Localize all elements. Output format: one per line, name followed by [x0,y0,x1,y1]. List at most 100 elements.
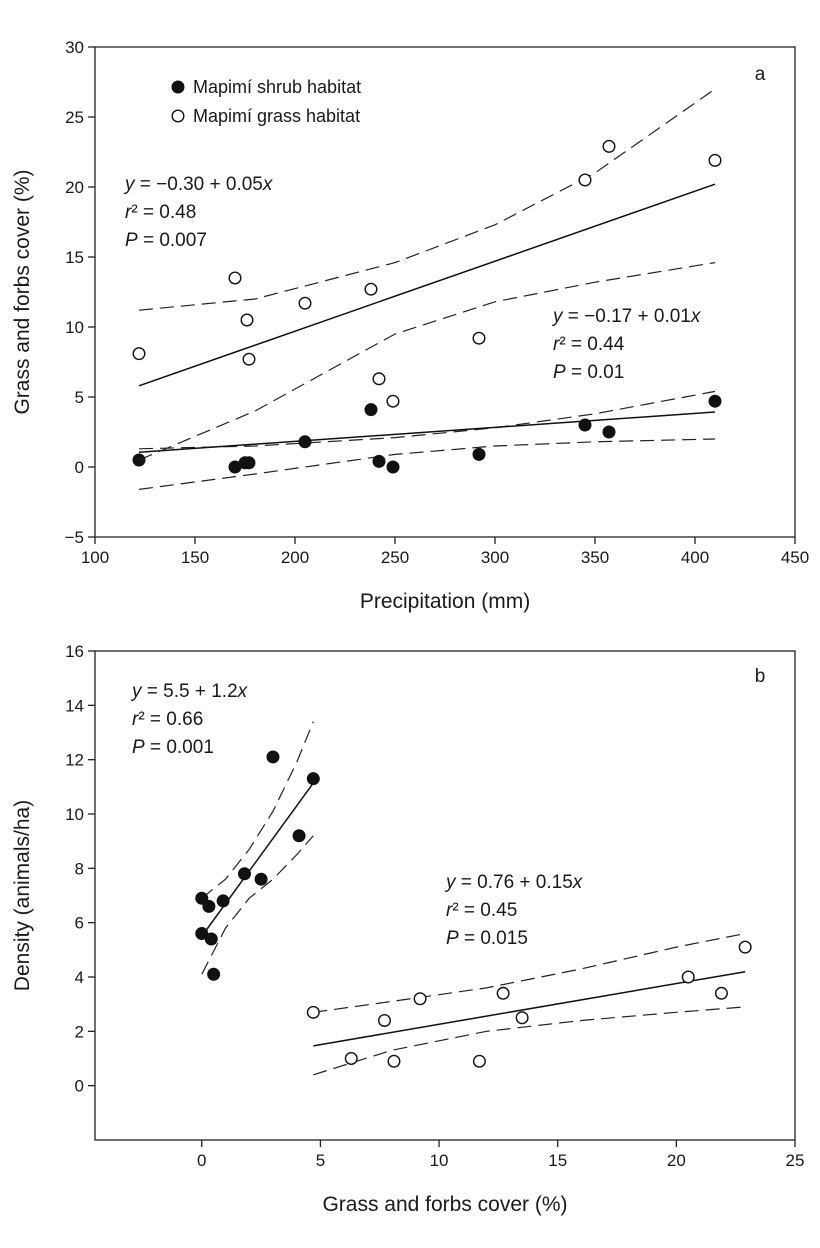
y-tick-label: 25 [65,108,84,127]
legend: Mapimí shrub habitat Mapimí grass habitat [171,77,361,126]
panel-b: 0 5 10 15 20 25 0 2 4 6 8 10 12 14 16 Grass and forbs c… [11,642,804,1216]
x-tick-label: 400 [681,548,709,567]
y-tick-label: 10 [65,805,84,824]
filled-point [202,899,216,913]
x-tick-label: 5 [316,1151,325,1170]
ci-upper-line [201,721,314,899]
legend-entry: Mapimí grass habitat [193,106,360,126]
open-point [472,331,486,345]
filled-point [195,927,209,941]
x-tick-label: 10 [430,1151,449,1170]
y-tick-label: 6 [75,914,84,933]
plot-frame [94,650,796,1141]
open-point [298,296,312,310]
filled-point [242,456,256,470]
equation-line: P = 0.01 [553,362,624,383]
y-tick-label: 8 [75,859,84,878]
legend-filled-marker [171,80,185,94]
x-tick-label: 15 [548,1151,567,1170]
filled-point [254,872,268,886]
x-axis-title: Precipitation (mm) [360,590,530,613]
open-point [228,271,242,285]
y-tick-label: 20 [65,178,84,197]
open-point [242,352,256,366]
x-tick-label: 200 [281,548,309,567]
ci-lower-line [138,262,716,461]
y-axis-title: Grass and forbs cover (%) [11,169,34,414]
open-point [515,1011,529,1025]
equation-line: P = 0.015 [446,928,528,949]
filled-point [216,894,230,908]
y-tick-label: 14 [65,696,84,715]
filled-point [207,967,221,981]
x-tick-label: 100 [81,548,109,567]
open-point [714,986,728,1000]
filled-point [472,447,486,461]
y-tick-label: 0 [75,458,84,477]
equation-line: y = 5.5 + 1.2x [130,681,249,702]
ci-upper-line [138,390,716,450]
x-tick-label: 450 [781,548,809,567]
x-tick-label: 350 [581,548,609,567]
y-tick-label: 12 [65,751,84,770]
open-point [708,153,722,167]
equation-line: P = 0.007 [125,230,207,251]
equation-line: r² = 0.45 [446,900,517,921]
filled-point [364,403,378,417]
filled-point [298,435,312,449]
open-point [738,940,752,954]
equation-line: y = −0.30 + 0.05x [123,174,274,195]
filled-point [195,891,209,905]
y-tick-label: 4 [75,968,84,987]
open-point [472,1054,486,1068]
equation-line: r² = 0.66 [132,709,203,730]
y-tick-label: 5 [75,388,84,407]
open-point [386,394,400,408]
y-tick-label: −5 [65,528,84,547]
open-point [496,986,510,1000]
y-tick-label: 2 [75,1022,84,1041]
open-point [364,282,378,296]
open-point [372,372,386,386]
filled-point [306,772,320,786]
x-tick-label: 250 [381,548,409,567]
panel-label: b [755,666,766,687]
open-point [344,1051,358,1065]
equation-line: P = 0.001 [132,737,214,758]
regression-line [201,782,314,937]
open-point [602,139,616,153]
panel-label: a [755,64,766,85]
filled-point [204,932,218,946]
ci-upper-line [313,932,746,1013]
x-tick-label: 0 [197,1151,206,1170]
equation-line: r² = 0.44 [553,334,625,355]
series-open [306,932,752,1076]
y-tick-label: 0 [75,1077,84,1096]
open-point [306,1005,320,1019]
regression-line [138,411,716,454]
open-point [240,313,254,327]
equation-line: y = −0.17 + 0.01x [551,306,702,327]
filled-point [386,460,400,474]
ci-lower-line [313,1006,746,1076]
x-tick-label: 300 [481,548,509,567]
y-tick-label: 15 [65,248,84,267]
filled-point [602,425,616,439]
ci-upper-line [138,88,716,311]
legend-open-marker [171,109,185,123]
filled-point [266,750,280,764]
equation-line: y = 0.76 + 0.15x [444,872,584,893]
filled-point [237,867,251,881]
filled-point [708,394,722,408]
regression-line [138,183,716,387]
x-tick-label: 25 [786,1151,805,1170]
y-axis-title: Density (animals/ha) [11,800,34,991]
legend-entry: Mapimí shrub habitat [193,77,361,97]
open-point [377,1013,391,1027]
regression-line [313,970,746,1047]
series-filled [132,390,722,490]
x-tick-label: 20 [667,1151,686,1170]
open-point [578,173,592,187]
series-filled [195,721,320,981]
x-axis-title: Grass and forbs cover (%) [322,1193,567,1216]
